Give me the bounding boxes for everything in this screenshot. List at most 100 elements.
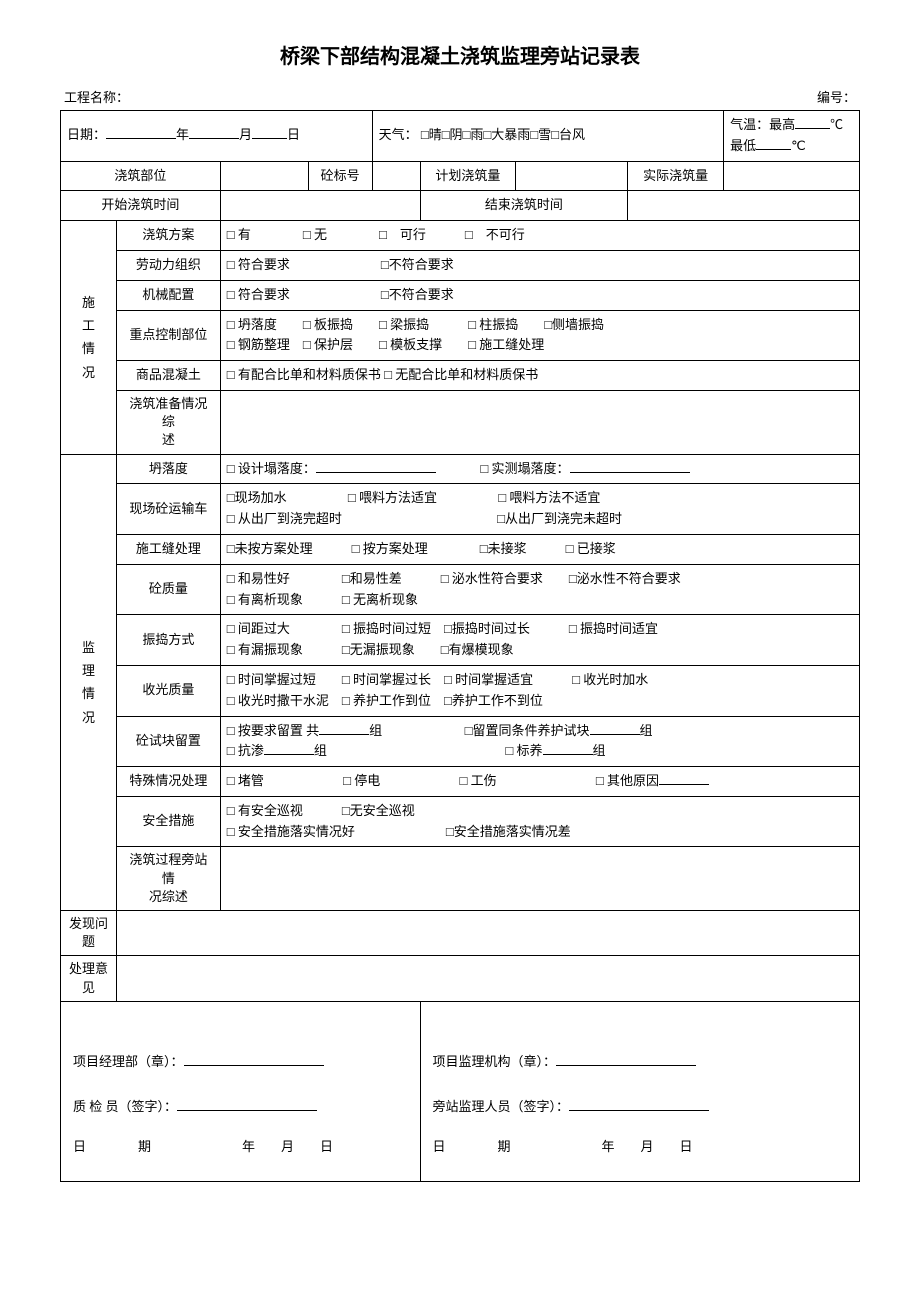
- row-truck: 现场砼运输车 □现场加水 □ 喂料方法适宜 □ 喂料方法不适宜 □ 从出厂到浇完…: [61, 484, 860, 535]
- form-title: 桥梁下部结构混凝土浇筑监理旁站记录表: [60, 40, 860, 69]
- key-label: 重点控制部位: [116, 310, 220, 361]
- prep-label: 浇筑准备情况综述: [116, 390, 220, 454]
- pm-dept-label: 项目经理部（章）：: [73, 1054, 184, 1069]
- special-c: □ 工伤: [460, 773, 497, 788]
- truck-label: 现场砼运输车: [116, 484, 220, 535]
- safety-label: 安全措施: [116, 796, 220, 847]
- weather-storm[interactable]: □大暴雨: [483, 127, 530, 142]
- block-label: 砼试块留置: [116, 716, 220, 767]
- plan-label: 浇筑方案: [116, 221, 220, 251]
- quality-options[interactable]: □ 和易性好 □和易性差 □ 泌水性符合要求 □泌水性不符合要求 □ 有离析现象…: [220, 564, 859, 615]
- year-label: 年: [176, 127, 189, 142]
- commodity-options[interactable]: □ 有配合比单和材料质保书 □ 无配合比单和材料质保书: [220, 361, 859, 391]
- weather-snow[interactable]: □雪: [530, 127, 551, 142]
- vibrate-l1: □ 间距过大 □ 振捣时间过短 □振捣时间过长 □ 振捣时间适宜: [227, 621, 658, 636]
- grade-value[interactable]: [372, 161, 420, 191]
- row-slump: 监理情况 坍落度 □ 设计塌落度： □ 实测塌落度：: [61, 454, 860, 484]
- station-label: 旁站监理人员（签字）：: [433, 1099, 570, 1114]
- process-label: 浇筑过程旁站情况综述: [116, 847, 220, 911]
- sig-right[interactable]: 项目监理机构（章）： 旁站监理人员（签字）： 日 期 年 月 日: [420, 1001, 860, 1181]
- row-key: 重点控制部位 □ 坍落度 □ 板振捣 □ 梁振捣 □ 柱振捣 □侧墙振捣 □ 钢…: [61, 310, 860, 361]
- labor-options[interactable]: □ 符合要求 □不符合要求: [220, 250, 859, 280]
- safety-options[interactable]: □ 有安全巡视 □无安全巡视 □ 安全措施落实情况好 □安全措施落实情况差: [220, 796, 859, 847]
- truck-2a: □ 从出厂到浇完超时: [227, 511, 342, 526]
- joint-options[interactable]: □未按方案处理 □ 按方案处理 □未接浆 □ 已接浆: [220, 534, 859, 564]
- finish-l1: □ 时间掌握过短 □ 时间掌握过长 □ 时间掌握适宜 □ 收光时加水: [227, 672, 648, 687]
- truck-2b: □从出厂到浇完未超时: [497, 511, 622, 526]
- truck-1a: □现场加水: [227, 490, 287, 505]
- row-joint: 施工缝处理 □未按方案处理 □ 按方案处理 □未接浆 □ 已接浆: [61, 534, 860, 564]
- quality-l1: □ 和易性好 □和易性差 □ 泌水性符合要求 □泌水性不符合要求: [227, 571, 681, 586]
- block-2a: □ 抗渗: [227, 743, 264, 758]
- quality-label: 砼质量: [116, 564, 220, 615]
- block-1a: □ 按要求留置 共: [227, 723, 319, 738]
- row-issue: 发现问题: [61, 911, 860, 956]
- row-handle: 处理意见: [61, 956, 860, 1001]
- special-a: □ 堵管: [227, 773, 264, 788]
- actual-amount-label: 实际浇筑量: [628, 161, 724, 191]
- block-2b2: 组: [593, 743, 606, 758]
- serial-no-label: 编号：: [817, 87, 856, 106]
- pour-part-value[interactable]: [220, 161, 308, 191]
- handle-value[interactable]: [116, 956, 859, 1001]
- quality-l2: □ 有离析现象 □ 无离析现象: [227, 592, 418, 607]
- plan-options[interactable]: □ 有 □ 无 □ 可行 □ 不可行: [220, 221, 859, 251]
- slump-options[interactable]: □ 设计塌落度： □ 实测塌落度：: [220, 454, 859, 484]
- row-safety: 安全措施 □ 有安全巡视 □无安全巡视 □ 安全措施落实情况好 □安全措施落实情…: [61, 796, 860, 847]
- supervision-header: 监理情况: [61, 454, 117, 911]
- date-label: 日期：: [67, 127, 106, 142]
- row-quality: 砼质量 □ 和易性好 □和易性差 □ 泌水性符合要求 □泌水性不符合要求 □ 有…: [61, 564, 860, 615]
- special-d: □ 其他原因: [596, 773, 659, 788]
- weather-cloudy[interactable]: □阴: [442, 127, 463, 142]
- weather-typhoon[interactable]: □台风: [551, 127, 585, 142]
- special-options[interactable]: □ 堵管 □ 停电 □ 工伤 □ 其他原因: [220, 767, 859, 797]
- construction-header: 施工情况: [61, 221, 117, 454]
- start-time-value[interactable]: [220, 191, 420, 221]
- key-options[interactable]: □ 坍落度 □ 板振捣 □ 梁振捣 □ 柱振捣 □侧墙振捣 □ 钢筋整理 □ 保…: [220, 310, 859, 361]
- finish-label: 收光质量: [116, 665, 220, 716]
- machine-options[interactable]: □ 符合要求 □不符合要求: [220, 280, 859, 310]
- grade-label: 砼标号: [308, 161, 372, 191]
- end-time-label: 结束浇筑时间: [420, 191, 628, 221]
- date-right: 日 期 年 月 日: [433, 1117, 848, 1158]
- weather-rain[interactable]: □雨: [463, 127, 484, 142]
- inspector-label: 质 检 员（签字）：: [73, 1099, 177, 1114]
- row-machine: 机械配置 □ 符合要求 □不符合要求: [61, 280, 860, 310]
- project-name-label: 工程名称：: [64, 87, 129, 106]
- sig-left[interactable]: 项目经理部（章）： 质 检 员（签字）： 日 期 年 月 日: [61, 1001, 421, 1181]
- vibrate-options[interactable]: □ 间距过大 □ 振捣时间过短 □振捣时间过长 □ 振捣时间适宜 □ 有漏振现象…: [220, 615, 859, 666]
- date-left: 日 期 年 月 日: [73, 1117, 408, 1158]
- pour-part-label: 浇筑部位: [61, 161, 221, 191]
- issue-value[interactable]: [116, 911, 859, 956]
- end-time-value[interactable]: [628, 191, 860, 221]
- temp-label: 气温：: [730, 117, 769, 132]
- row-date-weather: 日期：年月日 天气： □晴□阴□雨□大暴雨□雪□台风 气温：最高℃最低℃: [61, 111, 860, 162]
- row-finish: 收光质量 □ 时间掌握过短 □ 时间掌握过长 □ 时间掌握适宜 □ 收光时加水 …: [61, 665, 860, 716]
- block-2a2: 组: [314, 743, 327, 758]
- row-labor: 劳动力组织 □ 符合要求 □不符合要求: [61, 250, 860, 280]
- finish-options[interactable]: □ 时间掌握过短 □ 时间掌握过长 □ 时间掌握适宜 □ 收光时加水 □ 收光时…: [220, 665, 859, 716]
- block-options[interactable]: □ 按要求留置 共组 □留置同条件养护试块组 □ 抗渗组 □ 标养组: [220, 716, 859, 767]
- truck-options[interactable]: □现场加水 □ 喂料方法适宜 □ 喂料方法不适宜 □ 从出厂到浇完超时 □从出厂…: [220, 484, 859, 535]
- month-label: 月: [239, 127, 252, 142]
- row-prep: 浇筑准备情况综述: [61, 390, 860, 454]
- header-meta: 工程名称： 编号：: [60, 87, 860, 106]
- actual-amount-value[interactable]: [724, 161, 860, 191]
- row-special: 特殊情况处理 □ 堵管 □ 停电 □ 工伤 □ 其他原因: [61, 767, 860, 797]
- slump-label: 坍落度: [116, 454, 220, 484]
- prep-value[interactable]: [220, 390, 859, 454]
- block-1b: □留置同条件养护试块: [465, 723, 590, 738]
- block-1b2: 组: [640, 723, 653, 738]
- process-value[interactable]: [220, 847, 859, 911]
- vibrate-label: 振捣方式: [116, 615, 220, 666]
- weather-sunny[interactable]: □晴: [421, 127, 442, 142]
- weather-label: 天气：: [379, 127, 418, 142]
- plan-amount-value[interactable]: [516, 161, 628, 191]
- truck-1b: □ 喂料方法适宜: [348, 490, 437, 505]
- special-b: □ 停电: [343, 773, 380, 788]
- safety-l1: □ 有安全巡视 □无安全巡视: [227, 803, 415, 818]
- row-process: 浇筑过程旁站情况综述: [61, 847, 860, 911]
- day-label: 日: [287, 127, 300, 142]
- block-1a2: 组: [369, 723, 382, 738]
- row-plan: 施工情况 浇筑方案 □ 有 □ 无 □ 可行 □ 不可行: [61, 221, 860, 251]
